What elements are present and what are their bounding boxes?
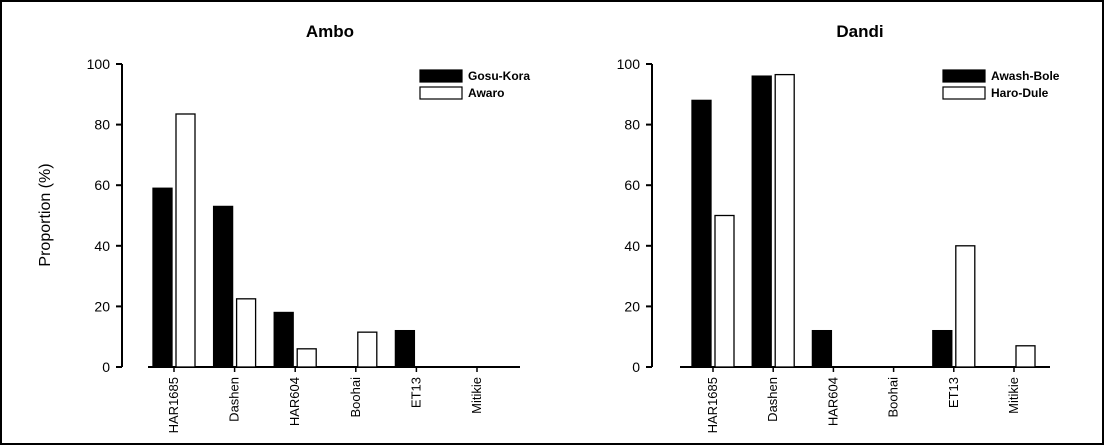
bar-HAR604-Gosu-Kora [273,311,294,368]
x-tick-labels: HAR1685 Dashen HAR604 Boohai ET13 Mitikie [166,377,484,433]
x-tick-label: Dashen [765,377,780,422]
y-tick-label: 60 [624,177,640,193]
legend: Awash-Bole Haro-Dule [942,69,1060,100]
y-tick-labels: 0 20 40 60 80 100 [87,56,111,375]
y-tick-label: 80 [624,117,640,133]
legend-swatch [419,69,463,83]
y-tick-label: 60 [94,177,110,193]
legend: Gosu-Kora Awaro [419,69,530,100]
y-tick-label: 100 [87,56,111,72]
bars [152,113,416,368]
bar-HAR1685-Haro-Dule [714,214,735,368]
x-tick-label: ET13 [946,377,961,408]
y-tick-labels: 0 20 40 60 80 100 [617,56,641,375]
bar-ET13-Gosu-Kora [394,329,416,368]
x-tick-label: HAR1685 [166,377,181,433]
bar-HAR1685-Awash-Bole [691,99,712,368]
y-tick-label: 40 [94,238,110,254]
chart-panel-ambo: Ambo Proportion (%) 0 20 40 60 80 100 HAR1685… [37,22,530,433]
y-tick-label: 20 [624,298,640,314]
legend-swatch [942,86,986,100]
y-axis-label: Proportion (%) [37,163,54,266]
bar-HAR1685-Awaro [175,113,196,368]
legend-swatch [419,86,463,100]
y-tick-label: 0 [632,359,640,375]
bar-Dashen-Haro-Dule [774,73,795,368]
axes [646,63,1050,372]
bar-ET13-Haro-Dule [955,245,976,368]
x-tick-label: HAR604 [825,377,840,426]
x-tick-label: Boohai [348,377,363,418]
bar-Mitikie-Haro-Dule [1015,345,1036,368]
x-tick-label: HAR604 [287,377,302,426]
chart-title: Ambo [306,22,354,41]
axes [116,63,520,372]
bar-HAR604-Awaro [296,348,317,368]
y-tick-label: 100 [617,56,641,72]
bar-Dashen-Awaro [235,298,257,368]
bar-Boohai-Awaro [357,331,378,368]
legend-label: Gosu-Kora [468,69,530,83]
chart-title: Dandi [836,22,883,41]
legend-swatch [942,69,986,83]
y-tick-label: 40 [624,238,640,254]
chart-panel-dandi: Dandi 0 20 40 60 80 100 HAR1685 Dashen HAR604 Bo… [617,22,1060,433]
bar-Dashen-Gosu-Kora [212,205,234,368]
legend-label: Haro-Dule [991,86,1049,100]
x-tick-label: Dashen [227,377,242,422]
bars [691,73,1036,368]
y-tick-label: 20 [94,298,110,314]
x-tick-labels: HAR1685 Dashen HAR604 Boohai ET13 Mitikie [705,377,1021,433]
x-tick-label: Mitikie [1006,377,1021,414]
bar-HAR604-Awash-Bole [811,329,833,368]
x-tick-label: Mitikie [469,377,484,414]
legend-label: Awash-Bole [991,69,1060,83]
bar-HAR1685-Gosu-Kora [152,187,173,368]
y-tick-label: 0 [102,359,110,375]
bar-ET13-Awash-Bole [932,329,953,368]
bar-Dashen-Awash-Bole [751,75,772,368]
x-tick-label: HAR1685 [705,377,720,433]
legend-label: Awaro [468,86,504,100]
x-tick-label: ET13 [408,377,423,408]
y-tick-label: 80 [94,117,110,133]
x-tick-label: Boohai [886,377,901,418]
